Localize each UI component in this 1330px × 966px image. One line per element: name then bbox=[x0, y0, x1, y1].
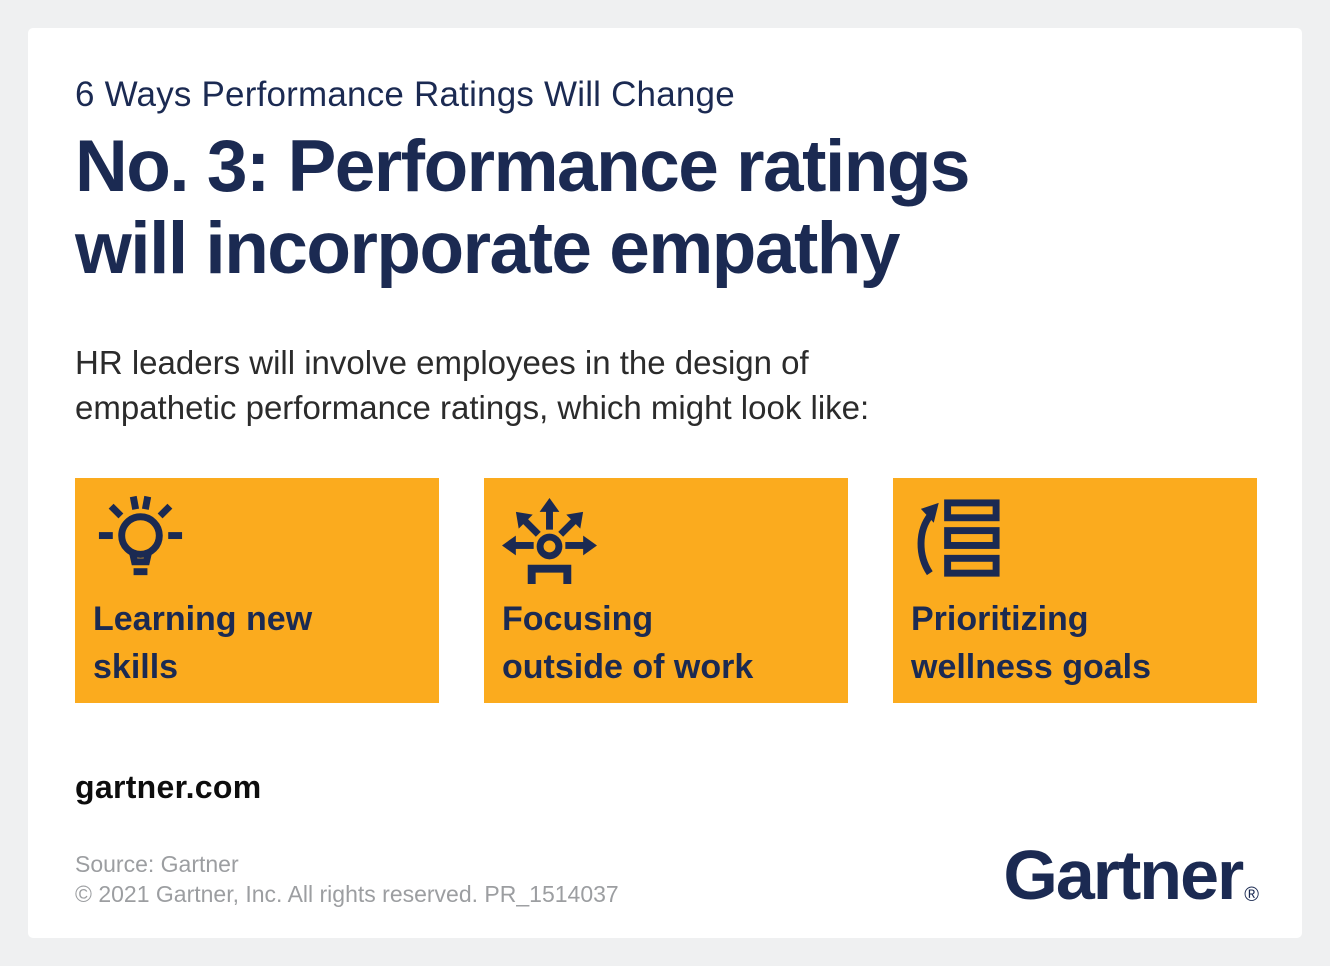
gartner-logo: Gartner ® bbox=[1003, 835, 1259, 914]
page-title: No. 3: Performance ratings will incorpor… bbox=[75, 126, 1255, 290]
page-title-line2: will incorporate empathy bbox=[75, 207, 900, 289]
series-kicker: 6 Ways Performance Ratings Will Change bbox=[75, 75, 735, 114]
copyright-line: © 2021 Gartner, Inc. All rights reserved… bbox=[75, 881, 619, 908]
footer: Source: Gartner © 2021 Gartner, Inc. All… bbox=[75, 835, 1259, 914]
card-learning-new-skills: Learning new skills bbox=[75, 477, 439, 703]
card-label: Focusing outside of work bbox=[502, 599, 754, 686]
card-label: Learning new skills bbox=[93, 599, 313, 686]
intro-text: HR leaders will involve employees in the… bbox=[75, 340, 1255, 431]
page-title-line1: No. 3: Performance ratings bbox=[75, 126, 971, 207]
highlight-cards-row: Learning new skills bbox=[75, 477, 1257, 703]
card-focusing-outside-work: Focusing outside of work bbox=[484, 477, 848, 703]
registered-trademark-icon: ® bbox=[1244, 883, 1259, 906]
intro-line2: empathetic performance ratings, which mi… bbox=[75, 389, 870, 427]
gartner-url: gartner.com bbox=[75, 768, 262, 805]
lightbulb-icon bbox=[98, 495, 183, 575]
intro-line1: HR leaders will involve employees in the… bbox=[75, 343, 809, 381]
card-label: Prioritizing wellness goals bbox=[911, 599, 1151, 686]
card-prioritizing-wellness: Prioritizing wellness goals bbox=[893, 477, 1257, 703]
infographic-card: 6 Ways Performance Ratings Will Change N… bbox=[28, 28, 1302, 938]
source-attribution: Source: Gartner © 2021 Gartner, Inc. All… bbox=[75, 849, 619, 910]
source-line: Source: Gartner bbox=[75, 850, 239, 877]
prioritized-list-icon bbox=[917, 499, 1000, 577]
person-arrows-icon bbox=[502, 497, 597, 584]
